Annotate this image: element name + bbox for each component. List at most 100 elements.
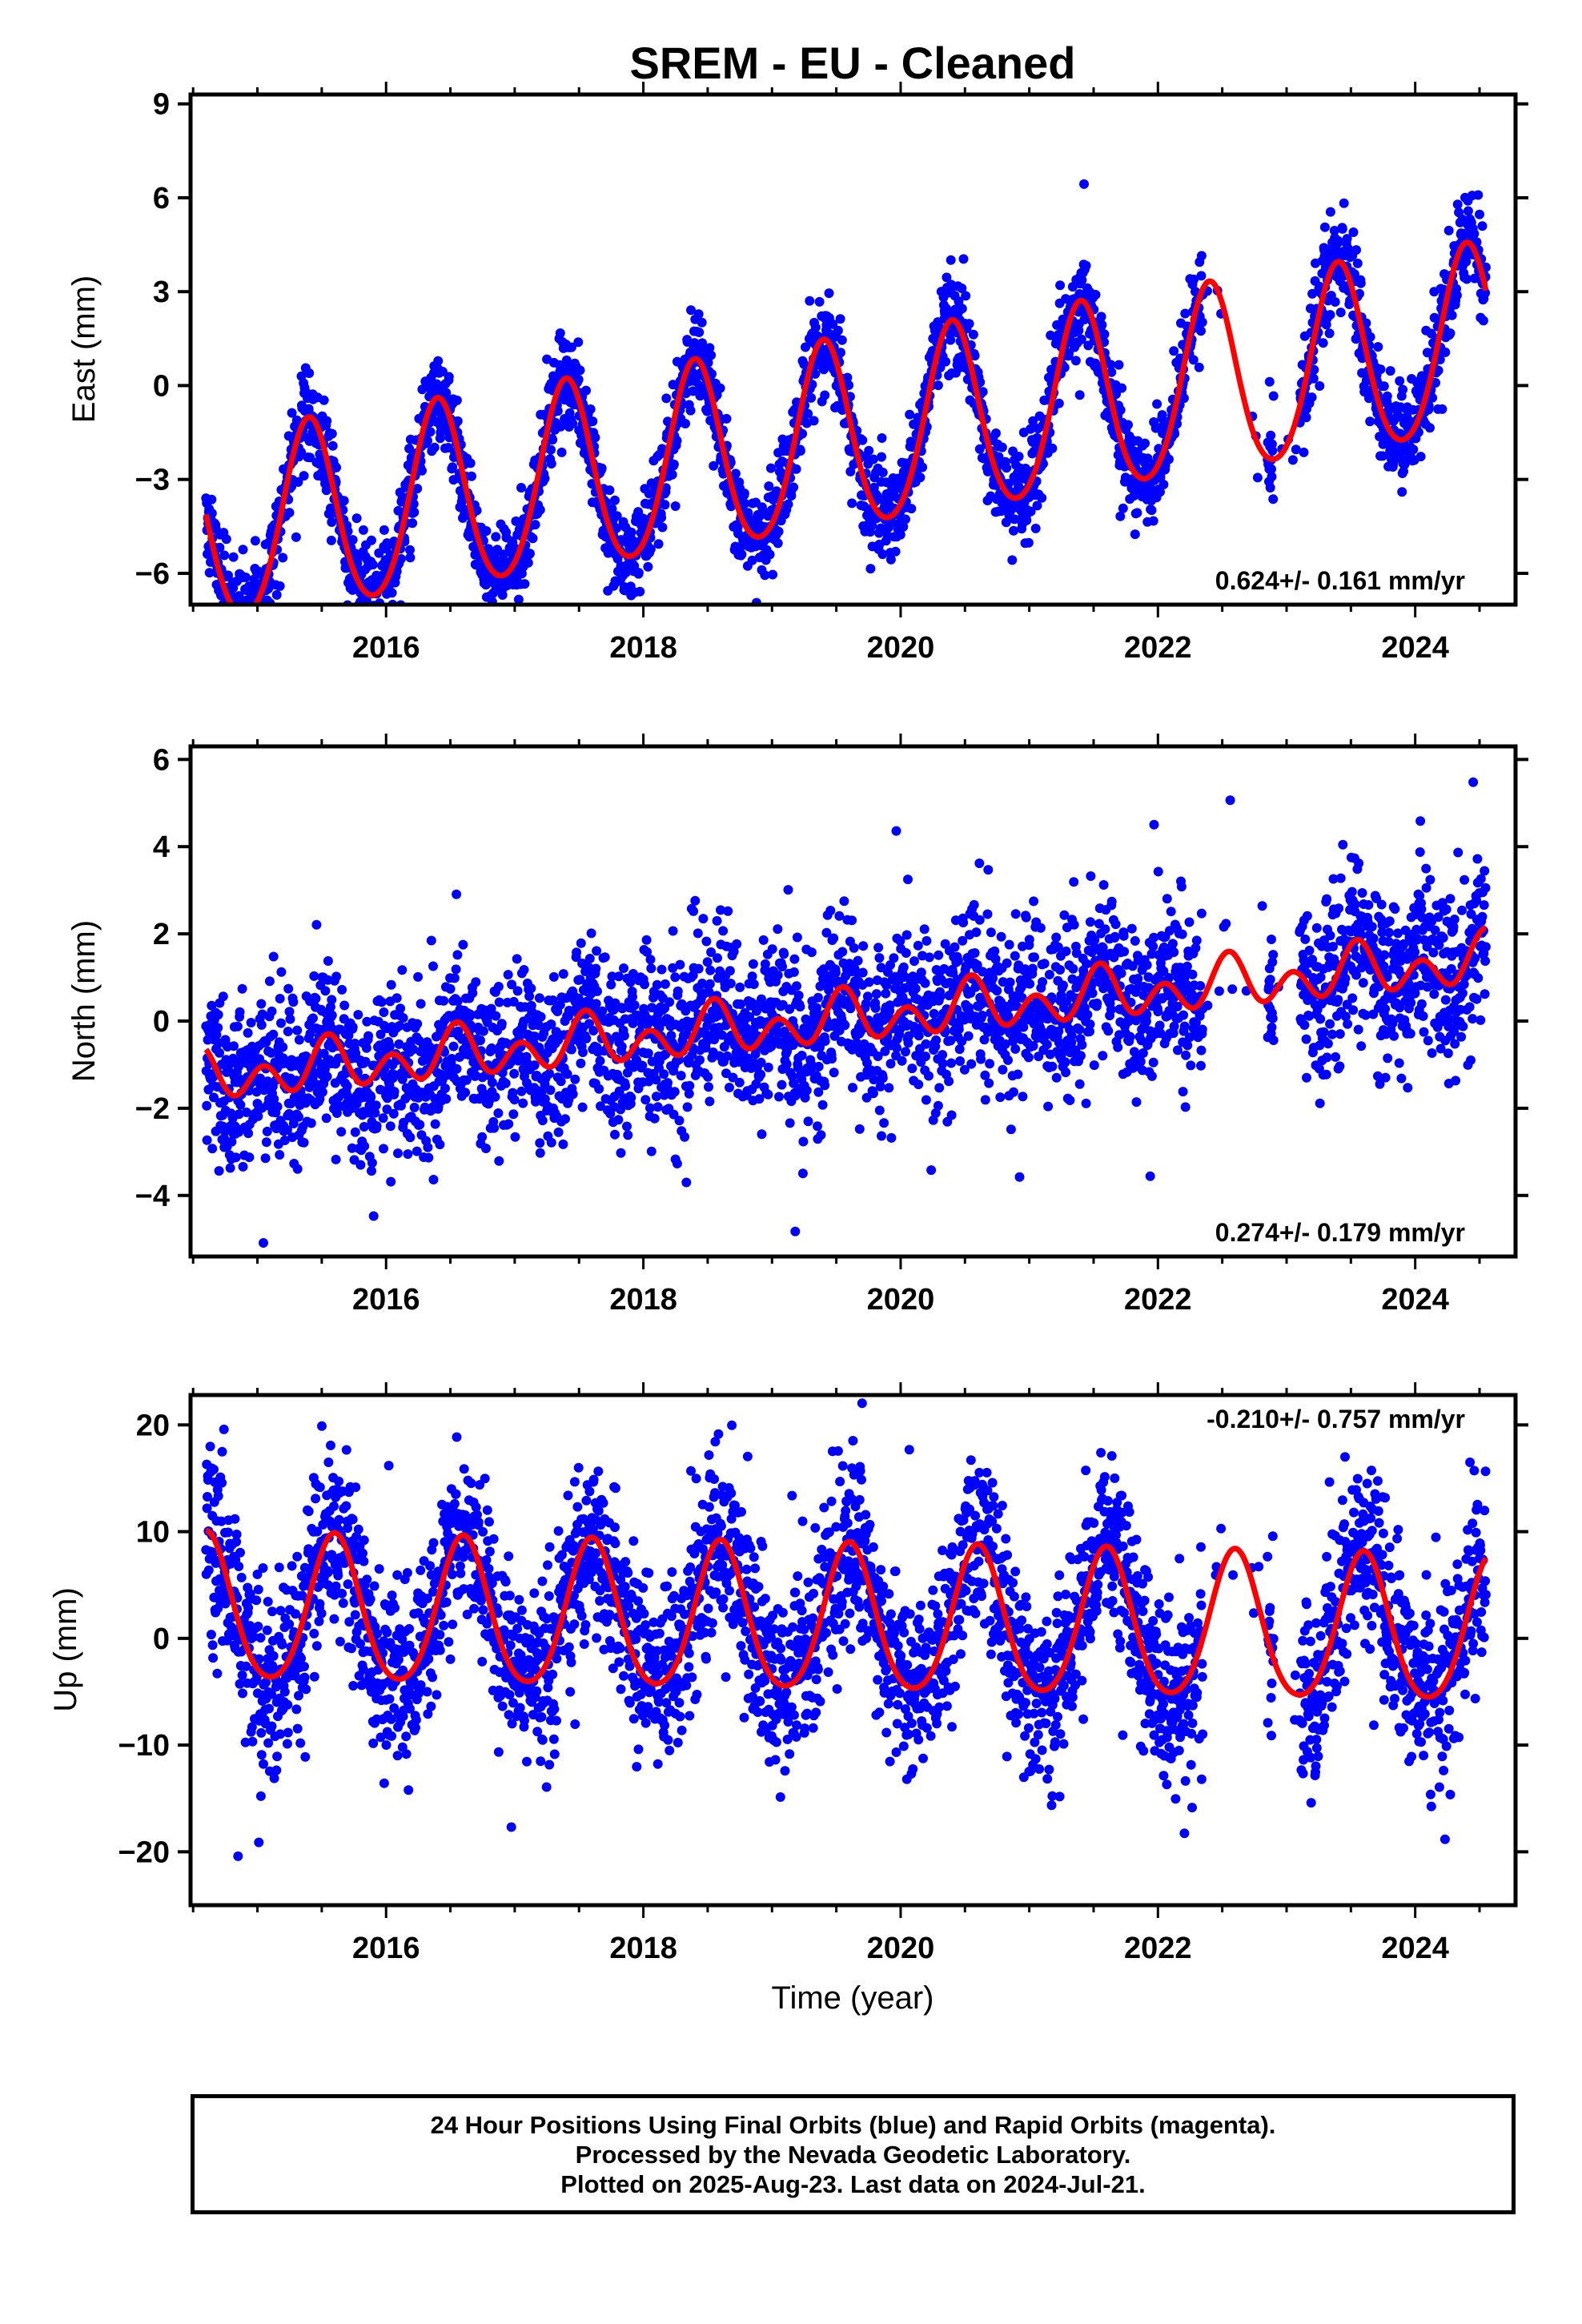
data-point-east-988: [568, 418, 578, 428]
data-point-east-2753: [1319, 222, 1330, 232]
data-point-north-1001: [576, 1058, 586, 1068]
data-point-east-1577: [789, 482, 799, 493]
data-point-north-225: [285, 1014, 295, 1024]
data-point-north-553: [405, 1132, 416, 1143]
data-point-east-3107: [1452, 290, 1462, 300]
data-point-east-2651: [1196, 326, 1206, 336]
data-point-north-533: [397, 1074, 408, 1084]
data-point-east-3084: [1443, 225, 1454, 235]
data-point-north-547: [403, 1149, 413, 1160]
data-point-east-55: [221, 614, 231, 624]
data-point-north-114: [243, 1027, 253, 1038]
data-point-north-843: [516, 1086, 527, 1096]
data-point-east-2722: [1308, 373, 1319, 384]
data-point-east-490: [383, 606, 392, 616]
data-point-north-1260: [674, 1116, 685, 1126]
data-point-north-1133: [626, 1092, 636, 1103]
data-point-north-1392: [725, 1083, 734, 1092]
data-point-east-3138: [1463, 206, 1473, 216]
data-point-east-1705: [837, 335, 847, 345]
data-point-east-153: [258, 658, 267, 668]
data-point-north-197: [275, 994, 285, 1003]
data-point-east-2570: [1164, 454, 1174, 464]
data-point-north-1495: [763, 1062, 773, 1072]
data-point-north-249: [294, 1112, 303, 1122]
data-point-north-788: [493, 982, 504, 991]
data-point-east-2653: [1196, 251, 1207, 261]
data-point-north-1341: [705, 1096, 715, 1107]
data-point-north-1044: [592, 946, 602, 956]
data-point-east-1988: [946, 335, 956, 345]
figure-title: SREM - EU - Cleaned: [630, 38, 1076, 88]
data-point-north-320: [319, 1048, 329, 1059]
data-point-east-2916: [1382, 391, 1392, 401]
data-point-east-2347: [1081, 260, 1091, 271]
data-point-east-1760: [857, 435, 868, 445]
data-point-north-1120: [620, 1081, 631, 1091]
data-point-north-1066: [600, 952, 610, 963]
data-point-north-438: [362, 1016, 372, 1027]
data-point-north-316: [317, 1087, 327, 1097]
data-point-east-770: [487, 640, 496, 649]
data-point-east-112: [243, 635, 252, 645]
data-point-north-375: [339, 1000, 350, 1011]
data-point-north-264: [299, 1137, 309, 1148]
data-point-east-1049: [590, 432, 600, 443]
data-point-east-408: [351, 513, 362, 524]
data-point-east-2795: [1335, 308, 1346, 318]
data-point-east-2300: [1064, 348, 1074, 359]
data-point-east-1423: [730, 468, 741, 479]
data-point-north-777: [489, 1123, 500, 1133]
data-point-east-2717: [1307, 392, 1317, 403]
data-point-north-512: [389, 1087, 400, 1097]
data-point-north-437: [361, 1043, 371, 1053]
data-point-east-2192: [1023, 537, 1034, 548]
data-point-east-223: [284, 508, 295, 518]
data-point-east-3038: [1427, 392, 1438, 403]
data-point-north-464: [371, 1121, 382, 1131]
data-point-east-2907: [1379, 381, 1389, 392]
data-point-east-1195: [645, 544, 656, 554]
data-point-east-429: [359, 611, 369, 621]
data-point-east-2780: [1330, 297, 1340, 307]
data-point-east-2372: [1090, 290, 1101, 300]
data-point-north-1229: [663, 1078, 673, 1088]
data-point-north-1582: [797, 1051, 807, 1060]
data-point-north-175: [267, 1006, 277, 1016]
data-point-east-104: [239, 622, 249, 632]
data-point-north-1360: [712, 915, 722, 926]
data-point-east-2925: [1385, 366, 1395, 376]
data-point-east-1868: [901, 514, 910, 525]
data-point-north-353: [331, 1154, 341, 1164]
data-point-east-1671: [824, 288, 834, 299]
data-point-east-1105: [612, 523, 622, 533]
data-point-north-1561: [789, 954, 800, 964]
data-point-east-757: [481, 526, 492, 536]
data-point-east-264: [299, 471, 309, 481]
data-point-north-611: [428, 1175, 439, 1184]
data-point-east-607: [425, 427, 436, 437]
data-point-north-35: [215, 1047, 224, 1058]
data-point-east-2959: [1398, 384, 1408, 395]
data-point-east-3074: [1440, 347, 1451, 357]
data-point-north-932: [548, 971, 559, 982]
data-point-north-597: [424, 1152, 434, 1163]
data-point-north-158: [260, 1153, 271, 1164]
data-point-east-83: [231, 622, 241, 632]
data-point-east-1807: [877, 452, 886, 462]
data-point-east-2023: [958, 254, 969, 264]
data-point-east-2766: [1325, 310, 1335, 320]
data-point-east-129: [248, 624, 258, 633]
data-point-north-1544: [783, 885, 793, 895]
data-point-north-1719: [848, 1083, 857, 1093]
data-point-north-342: [327, 1010, 337, 1020]
data-point-north-847: [518, 1098, 528, 1108]
data-point-east-1165: [635, 586, 645, 597]
data-point-north-521: [393, 1148, 403, 1159]
data-point-north-297: [311, 993, 321, 1003]
data-point-north-235: [288, 1119, 299, 1128]
data-point-east-807: [501, 627, 511, 637]
data-point-north-1477: [757, 1129, 767, 1140]
data-point-east-242: [291, 532, 301, 542]
data-point-east-328: [322, 416, 332, 426]
